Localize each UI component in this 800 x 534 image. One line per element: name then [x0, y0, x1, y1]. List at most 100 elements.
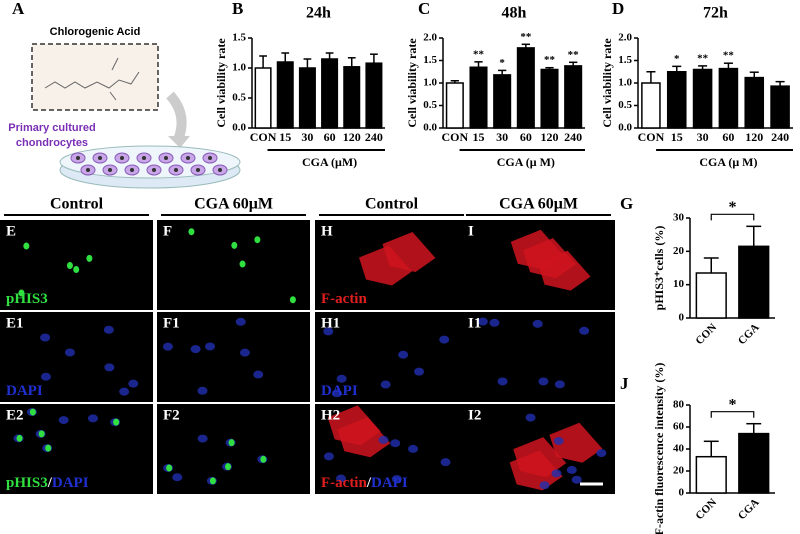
- image-label: F: [163, 223, 172, 239]
- bar-chart: B 24h Cell viability rate 0.0 0.5 1.0 1.5 CON 15…: [214, 0, 385, 169]
- nucleus: [477, 317, 488, 326]
- y-tick-label: 30: [673, 212, 685, 224]
- stain-part: DAPI: [6, 383, 43, 399]
- phis3-spot: [16, 434, 23, 442]
- x-axis-label: CGA (μ M): [497, 155, 555, 169]
- nucleus: [335, 474, 346, 483]
- x-tick-label: 15: [671, 130, 683, 144]
- nucleus: [108, 168, 112, 172]
- significance-mark: **: [697, 52, 709, 64]
- phis3-spot: [45, 444, 52, 452]
- nucleus: [571, 475, 582, 484]
- nucleus: [205, 342, 216, 351]
- phis3-spot: [113, 418, 120, 426]
- y-tick-label: 2.0: [423, 32, 437, 44]
- phis3-spot: [18, 289, 25, 297]
- x-tick-label: 60: [324, 130, 336, 144]
- structure: [44, 57, 140, 101]
- y-axis-label: F-actin fluorescence intensity (%): [652, 363, 666, 534]
- stain-label: DAPI: [321, 383, 358, 399]
- x-tick-label: 240: [564, 130, 582, 144]
- nucleus: [489, 318, 500, 327]
- nucleus: [398, 350, 409, 359]
- y-axis-label: pHIS3⁺cells (%): [652, 226, 666, 311]
- nucleus: [596, 449, 607, 458]
- bar: [493, 74, 512, 129]
- x-tick-label: 30: [301, 130, 313, 144]
- bar: [744, 76, 765, 129]
- y-tick-label: 0.0: [618, 122, 632, 134]
- significance-mark: **: [544, 54, 556, 66]
- nucleus: [128, 379, 139, 388]
- nucleus: [331, 389, 342, 398]
- bar: [695, 272, 727, 319]
- bar: [276, 61, 294, 129]
- image-label: F2: [163, 407, 180, 423]
- bar: [564, 65, 583, 129]
- significance-mark: *: [674, 53, 680, 65]
- bar: [666, 71, 687, 129]
- stain-label: DAPI: [6, 383, 43, 399]
- chart-title: 24h: [306, 5, 331, 22]
- nucleus: [40, 372, 51, 381]
- image-label: H1: [321, 315, 340, 331]
- chart-title: 48h: [502, 5, 527, 22]
- x-axis-label: CGA (μ M): [699, 155, 757, 169]
- x-tick-label: CGA: [736, 496, 762, 522]
- phis3-spot: [209, 477, 216, 485]
- micrograph: [0, 312, 153, 402]
- nucleus: [87, 414, 98, 423]
- nucleus: [119, 387, 130, 396]
- y-tick-label: 1.5: [618, 54, 632, 66]
- stain-part: /: [47, 475, 53, 491]
- bar-chart: C 48h Cell viability rate 0.0 0.5 1.0 1.5 2.0 CO…: [405, 0, 585, 169]
- nucleus: [323, 452, 334, 461]
- panel-letter: A: [12, 0, 25, 18]
- micrograph: [315, 312, 468, 402]
- panel-letter: D: [612, 0, 624, 18]
- nucleus: [208, 156, 212, 160]
- nucleus: [40, 333, 51, 342]
- phis3-spot: [260, 455, 267, 463]
- significance-mark: **: [723, 50, 735, 62]
- x-tick-label: 120: [745, 130, 763, 144]
- column-header: Control: [365, 196, 419, 213]
- nucleus: [323, 327, 334, 336]
- nucleus: [414, 367, 425, 376]
- nucleus: [525, 413, 536, 422]
- column-header: CGA 60μM: [499, 196, 578, 213]
- nucleus: [239, 348, 250, 357]
- x-tick-label: CON: [441, 130, 468, 144]
- actin-cell: [549, 422, 603, 463]
- bar: [540, 68, 559, 129]
- micrograph: [157, 220, 310, 310]
- nucleus: [197, 434, 208, 443]
- image-label: I2: [468, 407, 481, 423]
- stain-part: pHIS3: [6, 291, 48, 307]
- arrow: [166, 91, 187, 142]
- bar: [343, 66, 361, 129]
- panel-letter: B: [232, 0, 243, 18]
- column-header: CGA 60μM: [194, 196, 273, 213]
- actin-cell: [337, 417, 391, 458]
- y-tick-label: 0: [679, 487, 685, 499]
- phis3-spot: [254, 236, 261, 244]
- nucleus: [190, 345, 201, 354]
- x-tick-label: 120: [541, 130, 559, 144]
- phis3-spot: [86, 254, 93, 262]
- y-tick-label: 60: [673, 421, 685, 433]
- stain-part: DAPI: [52, 475, 89, 491]
- phis3-spot: [23, 242, 30, 250]
- phis3-spot: [231, 241, 238, 249]
- actin-cell: [513, 437, 567, 478]
- nucleus: [197, 386, 208, 395]
- x-tick-label: 15: [473, 130, 485, 144]
- panel-letter: G: [620, 194, 633, 213]
- y-tick-label: 1.5: [232, 32, 246, 44]
- chart-title: 72h: [703, 5, 728, 22]
- bar: [692, 68, 713, 129]
- nucleus: [390, 439, 401, 448]
- nucleus: [104, 363, 115, 372]
- stain-label: F-actin: [321, 291, 367, 307]
- x-tick-label: 60: [520, 130, 532, 144]
